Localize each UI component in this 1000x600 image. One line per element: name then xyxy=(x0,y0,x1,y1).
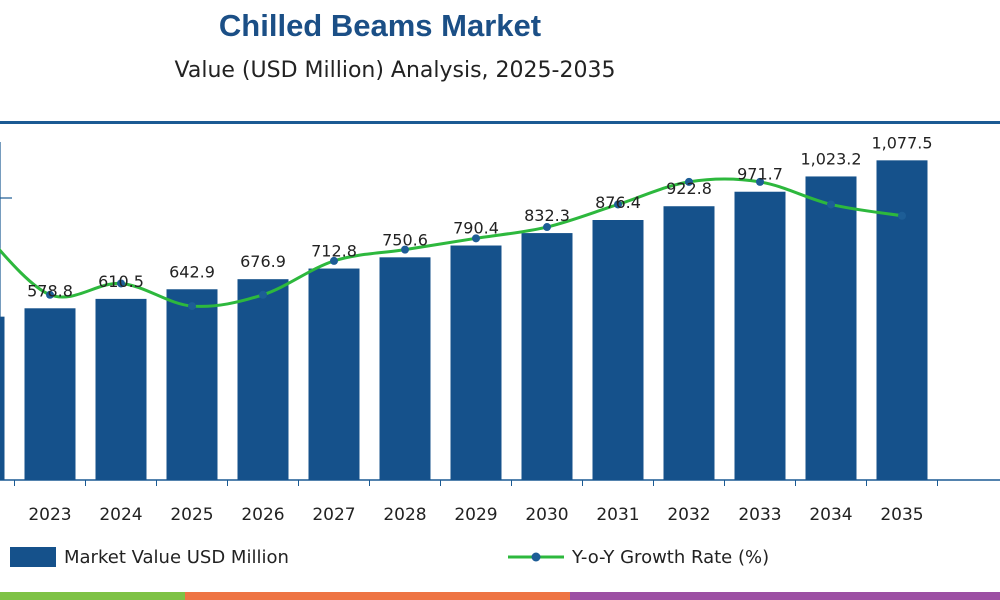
growth-point-2032 xyxy=(685,177,693,186)
legend-bar-swatch xyxy=(10,547,56,567)
x-tick-label-2024: 2024 xyxy=(99,505,142,525)
chart-header: Chilled Beams Market Value (USD Million)… xyxy=(0,0,1000,118)
bar-2031 xyxy=(592,220,644,480)
bar-2023 xyxy=(24,308,76,480)
legend-item-line: Y-o-Y Growth Rate (%) xyxy=(508,540,769,574)
growth-point-2027 xyxy=(330,256,338,265)
legend-bar-label: Market Value USD Million xyxy=(64,546,289,568)
x-tick-label-2023: 2023 xyxy=(28,505,71,525)
x-tick-label-2031: 2031 xyxy=(596,505,639,525)
x-tick-label-2032: 2032 xyxy=(667,505,710,525)
growth-point-2030 xyxy=(543,223,551,232)
x-tick-label-2027: 2027 xyxy=(312,505,355,525)
bar-value-label-2034: 1,023.2 xyxy=(800,149,861,168)
bar-2033 xyxy=(734,191,786,480)
bar-value-label-2024: 610.5 xyxy=(98,272,144,291)
legend-item-bar: Market Value USD Million xyxy=(10,540,289,574)
bar-2027 xyxy=(308,268,360,480)
bar-value-label-2029: 790.4 xyxy=(453,219,499,238)
bar-value-label-2033: 971.7 xyxy=(737,165,783,184)
bar-2035 xyxy=(876,160,928,480)
growth-point-2026 xyxy=(259,290,267,299)
bar-line-chart: 2220232024202520262027202820292030203120… xyxy=(0,133,1000,525)
legend-line-swatch xyxy=(508,552,564,562)
x-tick-label-2033: 2033 xyxy=(738,505,781,525)
growth-point-2035 xyxy=(898,211,906,220)
growth-point-2028 xyxy=(401,245,409,254)
bar-value-label-2026: 676.9 xyxy=(240,252,286,271)
x-tick-label-2026: 2026 xyxy=(241,505,284,525)
bar-2029 xyxy=(450,245,502,480)
growth-point-2034 xyxy=(827,200,835,209)
growth-point-2031 xyxy=(614,200,622,209)
bar-value-label-2032: 922.8 xyxy=(666,179,712,198)
legend-line-label: Y-o-Y Growth Rate (%) xyxy=(572,546,770,568)
bar-value-label-2025: 642.9 xyxy=(169,262,215,281)
bar-value-label-2028: 750.6 xyxy=(382,230,428,249)
bar-2032 xyxy=(663,206,715,480)
chart-subtitle: Value (USD Million) Analysis, 2025-2035 xyxy=(174,58,616,83)
x-tick-label-2025: 2025 xyxy=(170,505,213,525)
bottom-color-strip-orange xyxy=(185,592,570,600)
growth-point-2024 xyxy=(117,279,125,288)
x-tick-label-2029: 2029 xyxy=(454,505,497,525)
x-tick-label-2035: 2035 xyxy=(880,505,923,525)
bar-2025 xyxy=(166,289,218,480)
growth-point-2029 xyxy=(472,234,480,243)
bar-value-label-2023: 578.8 xyxy=(27,281,73,300)
bottom-color-strip-purple xyxy=(570,592,1000,600)
x-tick-label-2028: 2028 xyxy=(383,505,426,525)
x-tick-label-2030: 2030 xyxy=(525,505,568,525)
bar-2034 xyxy=(805,176,857,480)
chart-title: Chilled Beams Market xyxy=(218,8,542,43)
bar-value-label-2035: 1,077.5 xyxy=(871,133,932,152)
growth-point-2023 xyxy=(46,290,54,299)
growth-point-2033 xyxy=(756,177,764,186)
header-divider xyxy=(0,121,1000,124)
bottom-color-strip-green xyxy=(0,592,185,600)
x-tick-label-2034: 2034 xyxy=(809,505,852,525)
bar-value-label-2027: 712.8 xyxy=(311,242,357,261)
bar-value-label-2030: 832.3 xyxy=(524,206,570,225)
bar-2028 xyxy=(379,257,431,480)
bar-2026 xyxy=(237,279,289,480)
bar-2030 xyxy=(521,233,573,480)
bar-2024 xyxy=(95,298,147,480)
bar-2022 xyxy=(0,316,5,480)
bar-value-label-2031: 876.4 xyxy=(595,193,641,212)
growth-point-2025 xyxy=(188,302,196,311)
